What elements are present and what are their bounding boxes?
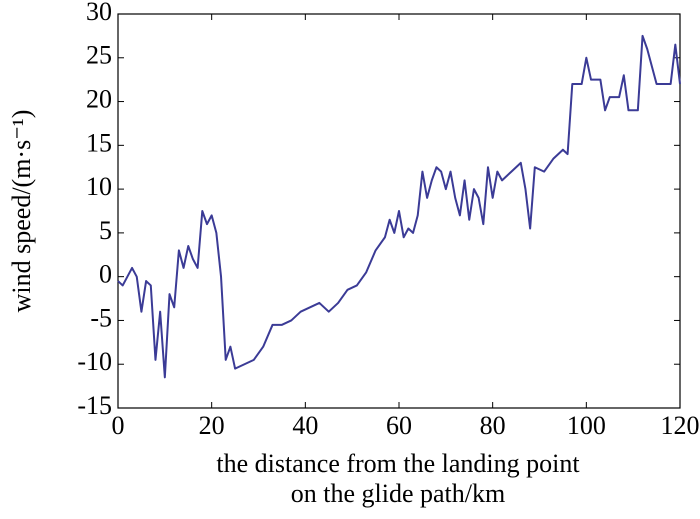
data-line (117, 34, 681, 379)
x-tick-label: 120 (661, 411, 700, 440)
y-axis-label: wind speed/(m·s⁻¹) (7, 110, 36, 313)
y-tick-label: 25 (86, 41, 112, 70)
y-tick-label: -5 (90, 303, 112, 332)
x-tick-label: 80 (480, 411, 506, 440)
y-tick-label: 5 (99, 216, 112, 245)
x-tick-label: 0 (112, 411, 125, 440)
x-axis-label: on the glide path/km (291, 479, 505, 508)
x-tick-label: 100 (567, 411, 606, 440)
x-axis-label: the distance from the landing point (216, 449, 580, 478)
y-tick-label: 0 (99, 260, 112, 289)
x-tick-label: 40 (292, 411, 318, 440)
y-tick-label: -15 (77, 391, 112, 420)
y-tick-label: -10 (77, 347, 112, 376)
y-tick-label: 15 (86, 128, 112, 157)
y-tick-label: 10 (86, 172, 112, 201)
y-tick-label: 20 (86, 85, 112, 114)
x-tick-label: 60 (386, 411, 412, 440)
x-tick-label: 20 (199, 411, 225, 440)
y-tick-label: 30 (86, 0, 112, 26)
